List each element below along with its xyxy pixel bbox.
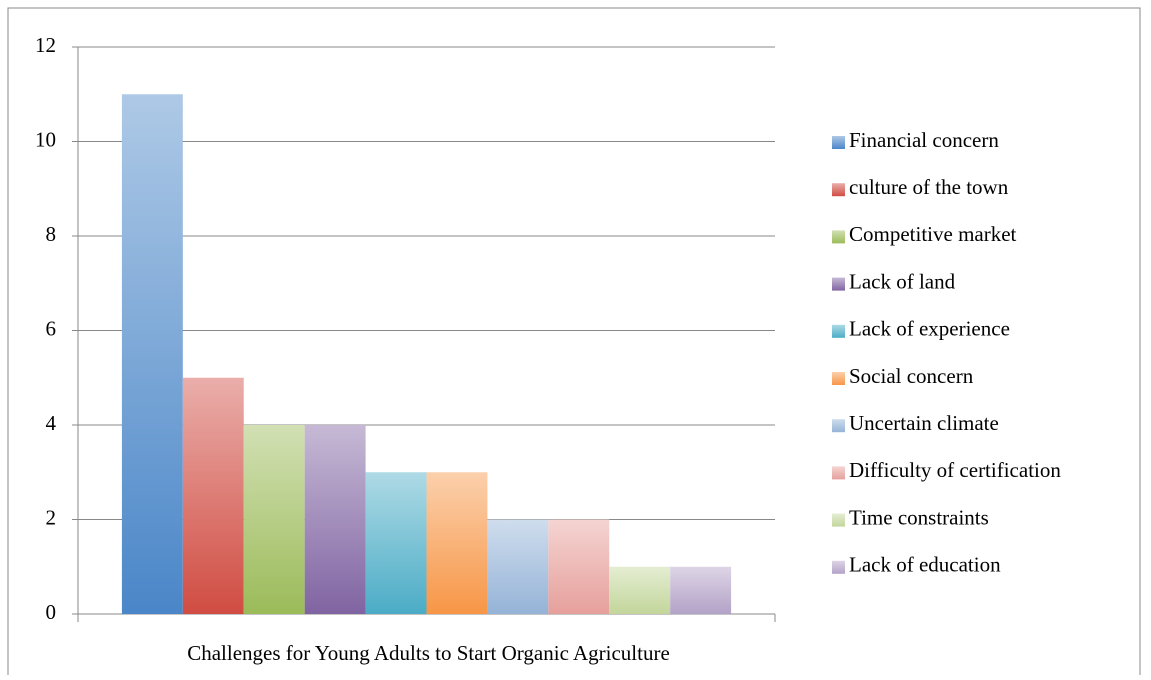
legend-swatch [832, 136, 845, 149]
x-tick-label: Challenges for Young Adults to Start Org… [187, 641, 670, 665]
bar [670, 566, 732, 614]
legend-swatch [832, 560, 845, 574]
legend-swatch [832, 372, 845, 385]
legend-swatch [832, 466, 845, 480]
legend-label: Uncertain climate [849, 411, 999, 435]
legend-swatch [832, 324, 845, 338]
legend-swatch [832, 513, 845, 527]
bar [243, 425, 305, 614]
legend-label: Competitive market [849, 222, 1017, 246]
bar [609, 566, 671, 614]
legend-label: Time constraints [849, 505, 989, 529]
legend-label: Difficulty of certification [849, 458, 1061, 482]
bar [121, 94, 183, 614]
legend-swatch [832, 277, 845, 291]
legend-swatch [832, 230, 845, 244]
legend-swatch [832, 183, 845, 197]
y-tick-label: 2 [46, 505, 57, 529]
bar [426, 472, 488, 614]
y-tick-label: 10 [35, 127, 56, 151]
bar [182, 377, 244, 614]
y-tick-label: 8 [46, 222, 57, 246]
legend-label: culture of the town [849, 175, 1009, 199]
y-tick-label: 4 [46, 411, 57, 435]
legend-label: Lack of experience [849, 317, 1010, 341]
bar [365, 472, 427, 614]
legend-swatch [832, 419, 845, 433]
legend-label: Financial concern [849, 128, 999, 152]
bar [548, 519, 610, 614]
y-tick-label: 6 [46, 316, 57, 340]
legend-label: Lack of land [849, 269, 956, 293]
chart-frame [7, 7, 1141, 675]
y-tick-label: 0 [46, 600, 57, 624]
legend-label: Social concern [849, 364, 974, 388]
legend-label: Lack of education [849, 553, 1001, 577]
bar [487, 519, 549, 614]
bar [304, 425, 366, 614]
y-tick-label: 12 [35, 33, 56, 57]
